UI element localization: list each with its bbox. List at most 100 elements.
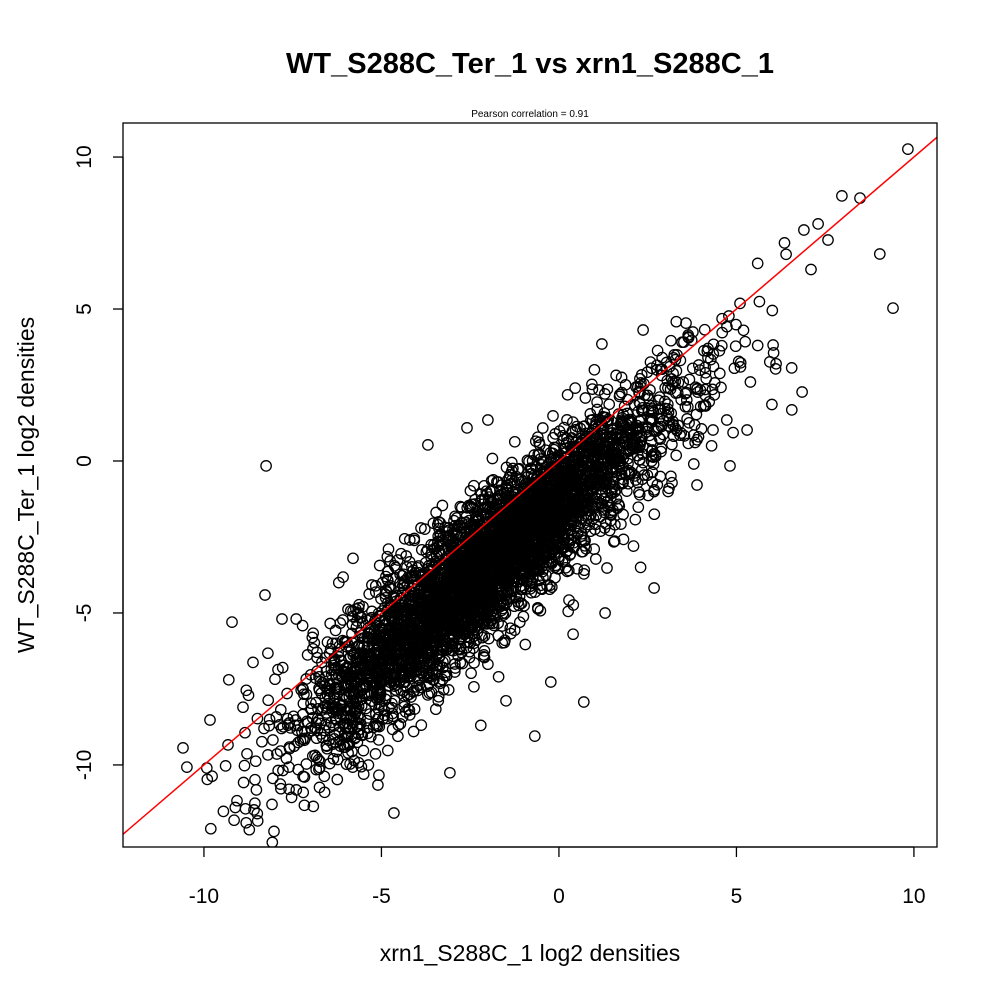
- data-point: [444, 766, 456, 779]
- y-axis-label: WT_S288C_Ter_1 log2 densities: [13, 317, 39, 653]
- data-point: [633, 486, 645, 499]
- data-point: [567, 416, 579, 428]
- data-point: [770, 357, 782, 370]
- data-point: [436, 499, 449, 512]
- data-point: [369, 691, 382, 704]
- data-point: [353, 717, 365, 730]
- data-point: [380, 667, 393, 680]
- data-point: [305, 703, 317, 716]
- data-point: [621, 427, 634, 439]
- data-point: [629, 513, 642, 526]
- data-point: [449, 658, 461, 670]
- data-point: [411, 561, 424, 574]
- data-point: [617, 417, 629, 429]
- data-point: [588, 449, 601, 462]
- data-point: [368, 664, 381, 677]
- data-point: [564, 548, 577, 560]
- data-point: [262, 749, 274, 761]
- data-point: [543, 547, 555, 560]
- data-point: [680, 394, 693, 406]
- data-point: [290, 613, 303, 625]
- data-point: [310, 717, 323, 729]
- data-point: [394, 684, 407, 696]
- data-point: [629, 474, 642, 486]
- data-point: [662, 406, 675, 419]
- data-point: [366, 579, 378, 591]
- data-point: [636, 404, 649, 417]
- data-point: [654, 470, 667, 483]
- data-point: [732, 355, 745, 368]
- data-point: [523, 455, 535, 468]
- x-axis-label: xrn1_S288C_1 log2 densities: [380, 940, 680, 966]
- data-point: [563, 514, 576, 527]
- data-point: [403, 534, 416, 546]
- data-point: [578, 539, 591, 552]
- data-point: [405, 691, 417, 703]
- data-point: [529, 586, 541, 598]
- data-point: [480, 485, 493, 498]
- data-point: [373, 698, 386, 711]
- data-point: [623, 464, 635, 477]
- data-point: [327, 659, 340, 672]
- data-point: [526, 519, 538, 532]
- data-point: [530, 562, 542, 575]
- data-point: [274, 778, 287, 790]
- data-point: [679, 387, 692, 400]
- data-point: [450, 601, 463, 614]
- data-point: [290, 784, 303, 796]
- data-point: [369, 748, 382, 760]
- data-point: [547, 410, 559, 422]
- data-point: [366, 666, 379, 678]
- data-point: [328, 719, 340, 732]
- data-point: [228, 814, 240, 827]
- data-point: [562, 497, 575, 510]
- data-point: [262, 647, 274, 660]
- data-point: [423, 659, 436, 671]
- data-point: [283, 783, 295, 796]
- data-point: [247, 656, 259, 669]
- data-point: [433, 649, 446, 662]
- data-point: [229, 801, 242, 814]
- data-point: [530, 507, 543, 520]
- data-point: [237, 776, 250, 789]
- data-point: [707, 360, 720, 373]
- data-point: [491, 539, 504, 552]
- data-point: [644, 356, 657, 368]
- data-point: [569, 382, 582, 394]
- data-point: [687, 429, 700, 441]
- data-point: [590, 443, 603, 456]
- data-point: [331, 753, 344, 766]
- data-point: [513, 521, 525, 534]
- y-tick-label: 5: [73, 303, 96, 315]
- data-point: [651, 344, 664, 357]
- data-point: [648, 582, 660, 594]
- data-point: [343, 685, 356, 698]
- data-point: [204, 822, 217, 835]
- data-point: [243, 823, 256, 836]
- data-point: [550, 473, 562, 485]
- data-point: [596, 338, 608, 350]
- data-point: [452, 555, 464, 567]
- data-point: [589, 553, 602, 565]
- data-point: [478, 645, 491, 657]
- data-point: [491, 475, 503, 488]
- data-point: [258, 722, 270, 735]
- data-point: [766, 398, 778, 411]
- data-point: [200, 762, 213, 774]
- data-point: [646, 399, 658, 412]
- data-point: [338, 635, 351, 648]
- data-point: [363, 673, 375, 686]
- data-point: [304, 668, 317, 681]
- data-point: [267, 851, 277, 861]
- data-point: [579, 392, 592, 404]
- data-point: [389, 561, 402, 574]
- data-point: [256, 735, 268, 748]
- data-point: [281, 687, 293, 700]
- data-point: [464, 484, 477, 497]
- data-point: [666, 476, 678, 489]
- data-point: [481, 586, 493, 599]
- data-point: [341, 722, 354, 735]
- data-point: [515, 597, 528, 610]
- data-point: [330, 736, 342, 749]
- data-point: [493, 598, 505, 611]
